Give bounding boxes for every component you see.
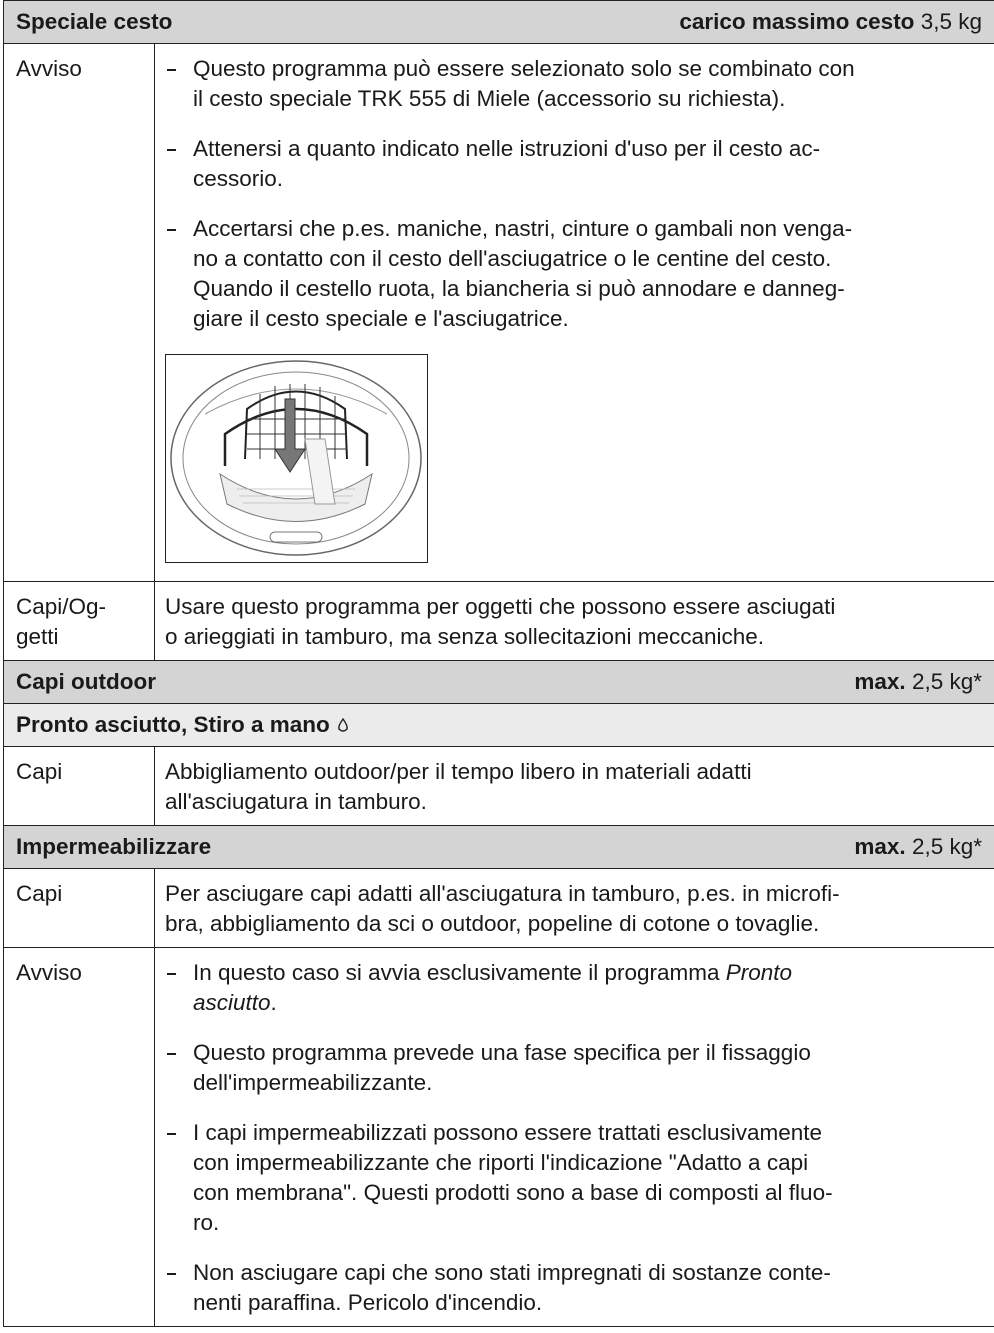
bullet-item: Accertarsi che p.es. maniche, nastri, ci…: [165, 214, 984, 334]
text-line: Non asciugare capi che sono stati impreg…: [193, 1260, 831, 1285]
text-line: nenti paraffina. Pericolo d'incendio.: [193, 1290, 543, 1315]
row-label: Capi/Og-getti: [4, 582, 155, 660]
row-label: Capi: [4, 747, 155, 825]
subheader-text: Pronto asciutto, Stiro a mano: [16, 712, 330, 737]
section-header: Impermeabilizzare max. 2,5 kg*: [4, 826, 994, 869]
text-line: con membrana". Questi prodotti sono a ba…: [193, 1180, 833, 1205]
row-content: In questo caso si avvia esclusivamente i…: [155, 948, 994, 1326]
section-header: Capi outdoor max. 2,5 kg*: [4, 661, 994, 704]
bullet-dash: [167, 229, 176, 231]
section-title: Impermeabilizzare: [16, 834, 212, 859]
text-line: Capi/Og-: [16, 594, 107, 619]
row-content: Questo programma può essere selezionato …: [155, 44, 994, 581]
text-line: bra, abbigliamento da sci o outdoor, pop…: [165, 911, 820, 936]
text-line: Usare questo programma per oggetti che p…: [165, 594, 836, 619]
text-line: asciutto.: [193, 988, 984, 1018]
figure: [165, 354, 984, 571]
row-label: Avviso: [4, 44, 155, 581]
text-line: all'asciugatura in tamburo.: [165, 789, 427, 814]
text-line: con impermeabilizzante che riporti l'ind…: [193, 1150, 809, 1175]
section-title: Speciale cesto: [16, 9, 173, 34]
emphasis: asciutto: [193, 990, 271, 1015]
subheader: Pronto asciutto, Stiro a mano: [4, 704, 994, 747]
load-value: 3,5 kg: [920, 9, 982, 34]
text-line: getti: [16, 624, 59, 649]
table-row: Avviso In questo caso si avvia esclusivam…: [4, 948, 994, 1327]
row-content: Usare questo programma per oggetti che p…: [155, 582, 994, 660]
section-title: Capi outdoor: [16, 669, 156, 694]
text-run: In questo caso si avvia esclusivamente i…: [193, 960, 726, 985]
text-line: giare il cesto speciale e l'asciugatrice…: [193, 306, 569, 331]
load-value: 2,5 kg*: [911, 834, 982, 859]
table-row: Capi/Og-getti Usare questo programma per …: [4, 582, 994, 661]
load-label: max.: [854, 834, 906, 859]
text-line: Capi: [16, 881, 63, 906]
row-content: Abbigliamento outdoor/per il tempo liber…: [155, 747, 994, 825]
basket-illustration: [165, 354, 428, 563]
table-row: Capi Per asciugare capi adatti all'asciug…: [4, 869, 994, 948]
bullet-dash: [167, 973, 176, 975]
bullet-item: Questo programma prevede una fase specif…: [165, 1038, 984, 1098]
row-label: Capi: [4, 869, 155, 947]
max-load: carico massimo cesto 3,5 kg: [679, 9, 982, 35]
bullet-dash: [167, 1053, 176, 1055]
row-label: Avviso: [4, 948, 155, 1326]
text-line: ro.: [193, 1210, 220, 1235]
text-line: no a contatto con il cesto dell'asciugat…: [193, 246, 832, 271]
table-row: Capi Abbigliamento outdoor/per il tempo l…: [4, 747, 994, 826]
text-line: Per asciugare capi adatti all'asciugatur…: [165, 881, 840, 906]
text-line: Abbigliamento outdoor/per il tempo liber…: [165, 759, 752, 784]
text-line: Questo programma prevede una fase specif…: [193, 1040, 811, 1065]
emphasis: Pronto: [725, 960, 793, 985]
table-row: Avviso Questo programma può essere selezi…: [4, 44, 994, 582]
text-line: Avviso: [16, 960, 82, 985]
text-line: Questo programma può essere selezionato …: [193, 56, 855, 81]
text-run: .: [270, 990, 277, 1015]
program-table: Speciale cesto carico massimo cesto 3,5 k…: [3, 0, 994, 1327]
bullet-dash: [167, 1133, 176, 1135]
max-load: max. 2,5 kg*: [854, 834, 982, 860]
text-line: cessorio.: [193, 166, 284, 191]
section-header: Speciale cesto carico massimo cesto 3,5 k…: [4, 1, 994, 44]
row-content: Per asciugare capi adatti all'asciugatur…: [155, 869, 994, 947]
text-line: il cesto speciale TRK 555 di Miele (acce…: [193, 86, 786, 111]
bullet-item: Non asciugare capi che sono stati impreg…: [165, 1258, 984, 1318]
max-load: max. 2,5 kg*: [854, 669, 982, 695]
bullet-item: Attenersi a quanto indicato nelle istruz…: [165, 134, 984, 194]
text-line: dell'impermeabilizzante.: [193, 1070, 433, 1095]
load-value: 2,5 kg*: [911, 669, 982, 694]
load-label: max.: [854, 669, 906, 694]
bullet-dash: [167, 1273, 176, 1275]
bullet-dash: [167, 149, 176, 151]
text-line: In questo caso si avvia esclusivamente i…: [193, 958, 984, 988]
bullet-item: I capi impermeabilizzati possono essere …: [165, 1118, 984, 1238]
bullet-dash: [167, 69, 176, 71]
text-line: Attenersi a quanto indicato nelle istruz…: [193, 136, 821, 161]
drop-icon: [337, 717, 348, 732]
bullet-item: Questo programma può essere selezionato …: [165, 54, 984, 114]
text-line: I capi impermeabilizzati possono essere …: [193, 1120, 823, 1145]
bullet-item: In questo caso si avvia esclusivamente i…: [165, 958, 984, 1018]
text-line: o arieggiati in tamburo, ma senza sollec…: [165, 624, 765, 649]
text-line: Quando il cestello ruota, la biancheria …: [193, 276, 845, 301]
text-line: Accertarsi che p.es. maniche, nastri, ci…: [193, 216, 853, 241]
load-label: carico massimo cesto: [679, 9, 915, 34]
text-line: Avviso: [16, 56, 82, 81]
text-line: Capi: [16, 759, 63, 784]
